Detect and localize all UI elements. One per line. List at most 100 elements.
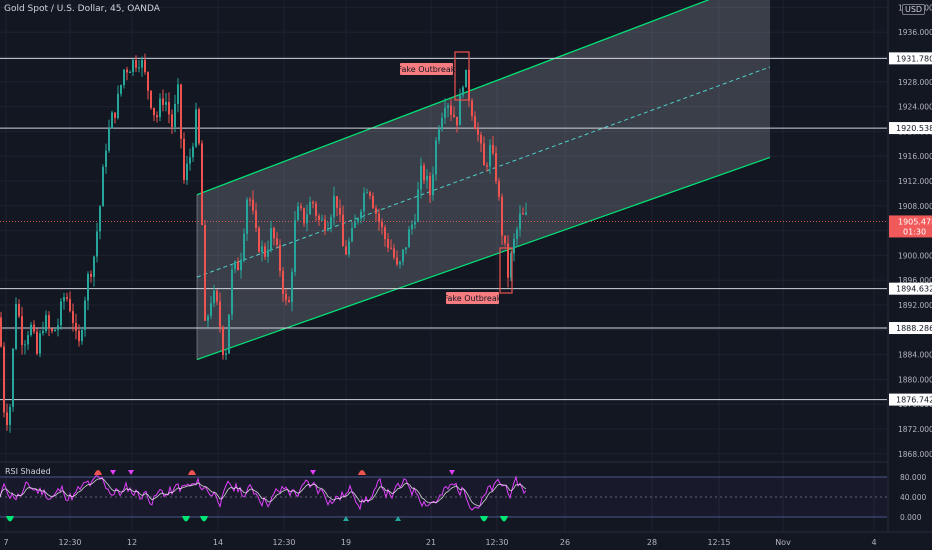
candle-body [369, 192, 371, 196]
level-price-tag[interactable] [889, 282, 932, 295]
price-tick-label: 1916.000 [898, 152, 932, 161]
candle-body [15, 304, 17, 349]
candle-body [321, 219, 323, 221]
candle-body [258, 227, 260, 252]
rsi-overbought-shade [188, 470, 196, 475]
candle-body [372, 195, 374, 209]
candle-body [153, 107, 155, 116]
candle-body [423, 165, 425, 181]
time-tick-label: 12 [127, 538, 137, 547]
candle-body [219, 301, 221, 328]
time-tick-label: 12:15 [707, 538, 730, 547]
candle-body [63, 297, 65, 302]
rsi-oversold-shade [200, 516, 208, 522]
candle-body [390, 247, 392, 249]
time-tick-label: Nov [775, 538, 791, 547]
price-tick-label: 1912.000 [898, 177, 932, 186]
candle-body [162, 98, 164, 105]
candle-body [177, 84, 179, 104]
rsi-tick-label: 40.000 [900, 493, 926, 502]
candle-body [282, 271, 284, 294]
candle-body [141, 60, 143, 68]
candle-body [411, 224, 413, 230]
candle-body [366, 192, 368, 194]
level-price-tag[interactable] [889, 322, 932, 335]
candle-body [525, 212, 527, 215]
time-axis[interactable]: 7 12:30 12 14 12:30 19 21 12:30 26 28 12:15 Nov 4 [0, 531, 932, 547]
annotations[interactable]: Fake Outbreak Fake Outbreak [398, 51, 513, 304]
candle-body [354, 221, 356, 228]
current-price-text: 1905.478 [898, 217, 932, 226]
currency-badge[interactable]: USD [902, 4, 926, 15]
rsi-signal-down [310, 470, 316, 475]
candle-body [21, 316, 23, 345]
candle-body [432, 174, 434, 196]
candle-body [12, 348, 14, 407]
candle-body [483, 143, 485, 166]
rsi-oversold-shade [480, 516, 488, 522]
candle-body [150, 90, 152, 108]
candle-body [405, 247, 407, 250]
rsi-ma-line [0, 477, 527, 507]
time-tick-label: 4 [871, 538, 876, 547]
price-axis[interactable]: 1868.0001872.0001876.0001880.0001884.000… [887, 0, 932, 532]
current-price-tag[interactable] [889, 215, 932, 238]
level-price-tag[interactable] [889, 122, 932, 135]
candle-body [504, 235, 506, 244]
regression-channel[interactable] [196, 0, 771, 361]
candle-body [456, 116, 458, 126]
level-price-text: 1894.632 [896, 285, 932, 294]
candle-body [516, 229, 518, 239]
level-price-text: 1888.286 [896, 324, 932, 333]
candle-body [348, 241, 350, 255]
candle-body [291, 271, 293, 303]
fake-outbreak-bottom-box[interactable] [499, 247, 513, 294]
candle-body [99, 206, 101, 232]
fake-outbreak-bottom-label[interactable] [446, 292, 499, 304]
candle-body [24, 344, 26, 346]
candle-body [495, 153, 497, 182]
candle-body [249, 199, 251, 201]
fake-outbreak-top-box[interactable] [454, 51, 470, 101]
candle-body [303, 208, 305, 224]
price-tick-label: 1900.000 [898, 251, 932, 260]
candle-body [105, 150, 107, 167]
time-tick-label: 14 [213, 538, 223, 547]
candle-body [360, 211, 362, 219]
candle-body [18, 304, 20, 317]
candle-body [114, 112, 116, 118]
candle-body [264, 246, 266, 257]
time-tick-label: 19 [341, 538, 351, 547]
price-tick-label: 1884.000 [898, 351, 932, 360]
time-tick-label: 7 [3, 538, 8, 547]
candle-body [39, 333, 41, 354]
candle-body [36, 331, 38, 354]
candle-body [384, 227, 386, 240]
rsi-band [0, 477, 887, 517]
candle-body [246, 199, 248, 234]
candle-body [465, 69, 467, 88]
fake-outbreak-top-label[interactable] [400, 63, 453, 75]
candle-body [342, 214, 344, 247]
level-price-tag[interactable] [889, 52, 932, 65]
candle-body [189, 157, 191, 164]
level-price-tag[interactable] [889, 393, 932, 406]
candle-body [183, 138, 185, 180]
horizontal-levels[interactable] [0, 57, 887, 401]
candle-body [519, 213, 521, 230]
candle-body [492, 144, 494, 154]
candle-body [210, 303, 212, 317]
time-tick-label: 21 [426, 538, 436, 547]
price-tick-label: 1908.000 [898, 202, 932, 211]
time-tick-label: 12:30 [58, 538, 81, 547]
channel-lower[interactable] [196, 156, 771, 361]
rsi-signal-down [449, 470, 455, 475]
rsi-signal-up [395, 516, 401, 521]
candle-body [435, 140, 437, 175]
candle-body [243, 233, 245, 260]
candle-body [6, 412, 8, 425]
candle-body [375, 208, 377, 214]
channel-upper[interactable] [196, 0, 770, 196]
candle-body [45, 315, 47, 332]
